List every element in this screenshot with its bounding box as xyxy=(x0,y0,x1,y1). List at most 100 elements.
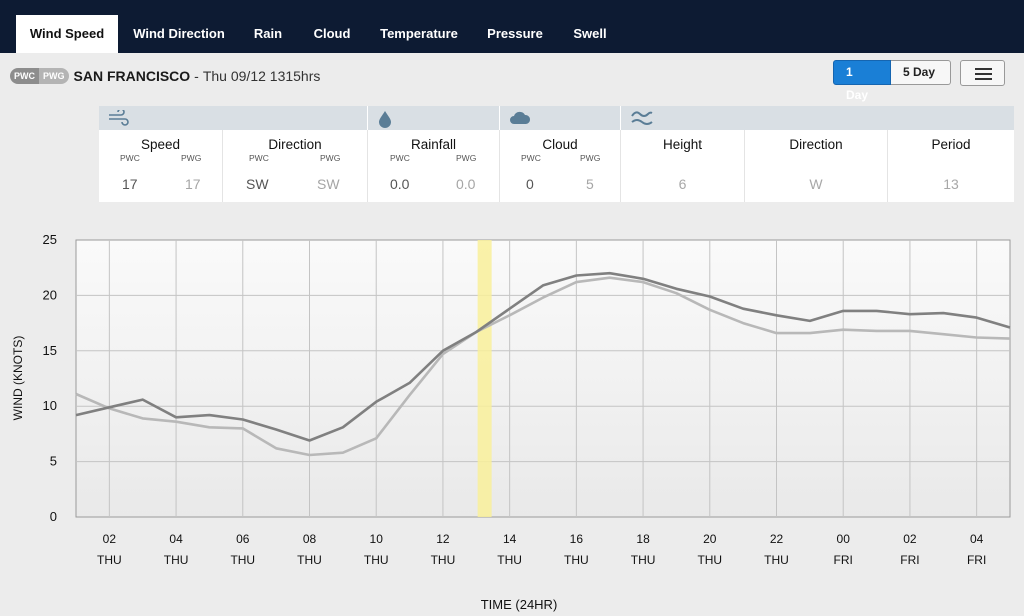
rainfall-pwg-value: 0.0 xyxy=(456,176,476,192)
tab-cloud[interactable]: Cloud xyxy=(313,26,351,41)
x-axis-label: TIME (24HR) xyxy=(481,597,558,612)
rainfall-column: Rainfall PWC PWG 0.0 0.0 xyxy=(368,130,500,202)
wind-header xyxy=(99,106,367,130)
period-value: 13 xyxy=(943,176,959,192)
swell-icon xyxy=(631,111,653,125)
cloud-icon xyxy=(510,111,531,124)
x-tick-day: THU xyxy=(564,553,589,567)
x-tick-hour: 22 xyxy=(770,532,784,546)
range-toggle: 1 Day 5 Day xyxy=(833,60,951,102)
location-separator: - xyxy=(194,68,199,84)
direction-pwc-label: PWC xyxy=(249,153,269,163)
x-tick-hour: 10 xyxy=(370,532,384,546)
swell-direction-value: W xyxy=(809,176,823,192)
y-tick-label: 15 xyxy=(43,343,57,358)
cloud-title: Cloud xyxy=(542,137,578,152)
speed-pwc-value: 17 xyxy=(122,176,138,192)
y-tick-label: 25 xyxy=(43,232,57,247)
raindrop-icon xyxy=(379,111,391,128)
x-tick-hour: 12 xyxy=(436,532,450,546)
y-tick-label: 10 xyxy=(43,398,57,413)
x-tick-hour: 06 xyxy=(236,532,250,546)
location-datetime: Thu 09/12 1315hrs xyxy=(202,68,321,84)
x-tick-hour: 18 xyxy=(636,532,650,546)
location-name: SAN FRANCISCO xyxy=(73,68,191,84)
x-tick-day: THU xyxy=(764,553,789,567)
x-tick-day: THU xyxy=(97,553,122,567)
rain-header xyxy=(368,106,499,130)
cloud-pwc-value: 0 xyxy=(526,176,534,192)
y-axis-label: WIND (KNOTS) xyxy=(11,336,25,421)
period-column: Period 13 xyxy=(888,130,1014,202)
cloud-pwg-label: PWG xyxy=(580,153,601,163)
cloud-pwc-label: PWC xyxy=(521,153,541,163)
height-value: 6 xyxy=(678,176,687,192)
x-tick-hour: 16 xyxy=(570,532,584,546)
x-tick-day: FRI xyxy=(900,553,919,567)
series-line-pwg xyxy=(75,276,1011,457)
cloud-header xyxy=(500,106,620,130)
cloud-pwg-value: 5 xyxy=(586,176,594,192)
tab-pressure[interactable]: Pressure xyxy=(487,26,543,41)
y-tick-label: 5 xyxy=(50,454,57,469)
direction-title: Direction xyxy=(268,137,322,152)
x-tick-hour: 14 xyxy=(503,532,517,546)
tab-swell[interactable]: Swell xyxy=(573,26,607,41)
x-tick-day: THU xyxy=(230,553,255,567)
five-day-button[interactable]: 5 Day xyxy=(891,60,951,85)
model-badges: PWC PWG xyxy=(10,68,69,84)
y-tick-label: 20 xyxy=(43,287,57,302)
one-day-button[interactable]: 1 Day xyxy=(833,60,891,102)
y-tick-label: 0 xyxy=(50,509,57,524)
x-tick-hour: 04 xyxy=(169,532,183,546)
x-tick-hour: 08 xyxy=(303,532,317,546)
tab-rain[interactable]: Rain xyxy=(253,26,283,41)
badge-pwc: PWC xyxy=(10,68,39,84)
direction-pwg-value: SW xyxy=(317,176,340,192)
speed-pwg-value: 17 xyxy=(185,176,201,192)
location-header: PWC PWG SAN FRANCISCO - Thu 09/12 1315hr… xyxy=(10,66,320,86)
tab-wind-speed[interactable]: Wind Speed xyxy=(16,15,118,53)
swell-direction-column: Direction W xyxy=(745,130,888,202)
x-tick-day: THU xyxy=(364,553,389,567)
x-tick-day: THU xyxy=(297,553,322,567)
speed-pwc-label: PWC xyxy=(120,153,140,163)
cloud-column: Cloud PWC PWG 0 5 xyxy=(500,130,621,202)
period-title: Period xyxy=(931,137,971,152)
x-tick-hour: 02 xyxy=(103,532,117,546)
current-conditions-panel: Speed PWC PWG 17 17 Direction PWC PWG SW… xyxy=(99,106,1014,202)
top-nav: Wind Speed Wind Direction Rain Cloud Tem… xyxy=(0,0,1024,53)
current-time-marker xyxy=(477,240,492,517)
chart-svg: WIND (KNOTS) TIME (24HR) 0 5 10 15 20 25 02 THU… xyxy=(11,232,1011,612)
menu-button[interactable] xyxy=(960,60,1005,86)
badge-pwg: PWG xyxy=(39,68,69,84)
tab-wind-direction[interactable]: Wind Direction xyxy=(133,26,225,41)
direction-pwg-label: PWG xyxy=(320,153,341,163)
rainfall-title: Rainfall xyxy=(410,137,457,152)
x-tick-day: THU xyxy=(164,553,189,567)
rainfall-pwc-label: PWC xyxy=(390,153,410,163)
rainfall-pwc-value: 0.0 xyxy=(390,176,410,192)
x-tick-hour: 04 xyxy=(970,532,984,546)
x-tick-day: FRI xyxy=(967,553,986,567)
x-tick-hour: 20 xyxy=(703,532,717,546)
x-tick-day: THU xyxy=(497,553,522,567)
tab-temperature[interactable]: Temperature xyxy=(380,26,458,41)
speed-title: Speed xyxy=(140,137,181,152)
x-tick-day: FRI xyxy=(834,553,853,567)
height-column: Height 6 xyxy=(621,130,745,202)
swell-direction-title: Direction xyxy=(789,137,843,152)
height-title: Height xyxy=(662,137,703,152)
rainfall-pwg-label: PWG xyxy=(456,153,477,163)
wind-speed-chart: WIND (KNOTS) TIME (24HR) 0 5 10 15 20 25 02 THU… xyxy=(0,225,1024,616)
x-tick-hour: 02 xyxy=(903,532,917,546)
swell-header xyxy=(621,106,1014,130)
plot-area xyxy=(75,239,1011,518)
direction-column: Direction PWC PWG SW SW xyxy=(223,130,368,202)
hamburger-icon xyxy=(975,68,992,70)
speed-column: Speed PWC PWG 17 17 xyxy=(99,130,223,202)
wind-icon xyxy=(109,110,129,126)
x-tick-day: THU xyxy=(431,553,456,567)
speed-pwg-label: PWG xyxy=(181,153,202,163)
x-tick-day: THU xyxy=(631,553,656,567)
